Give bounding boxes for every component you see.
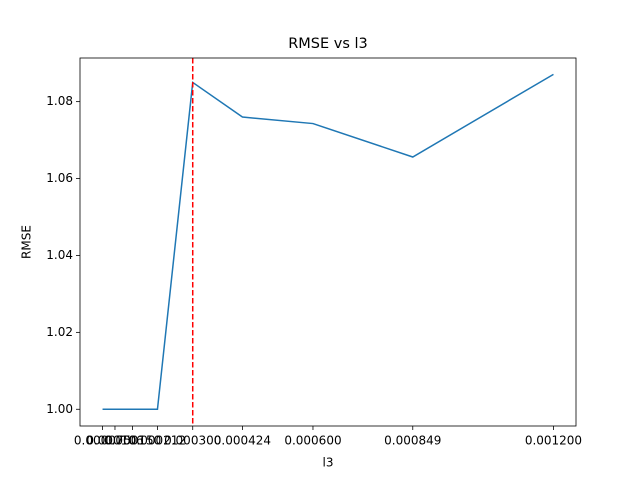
y-tick-label: 1.08 xyxy=(46,94,73,108)
x-tick-label: 0.001200 xyxy=(525,434,582,448)
plot-frame xyxy=(79,57,577,427)
x-tick-label: 0.000106 xyxy=(86,434,143,448)
y-tick-label: 1.06 xyxy=(46,171,73,185)
x-tick-label: 0.000600 xyxy=(284,434,341,448)
y-tick-label: 1.00 xyxy=(46,402,73,416)
chart-title: RMSE vs l3 xyxy=(288,36,368,52)
x-tick-label: 0.000212 xyxy=(129,434,186,448)
y-tick-label: 1.02 xyxy=(46,325,73,339)
y-tick-label: 1.04 xyxy=(46,248,73,262)
x-tick-label: 0.000075 xyxy=(74,434,131,448)
x-tick-label: 0.000300 xyxy=(164,434,221,448)
y-axis-label: RMSE xyxy=(20,225,34,259)
x-tick-label: 0.000849 xyxy=(384,434,441,448)
x-axis-label: l3 xyxy=(323,456,334,470)
x-tick-label: 0.000424 xyxy=(214,434,271,448)
x-tick-label: 0.000150 xyxy=(104,434,161,448)
